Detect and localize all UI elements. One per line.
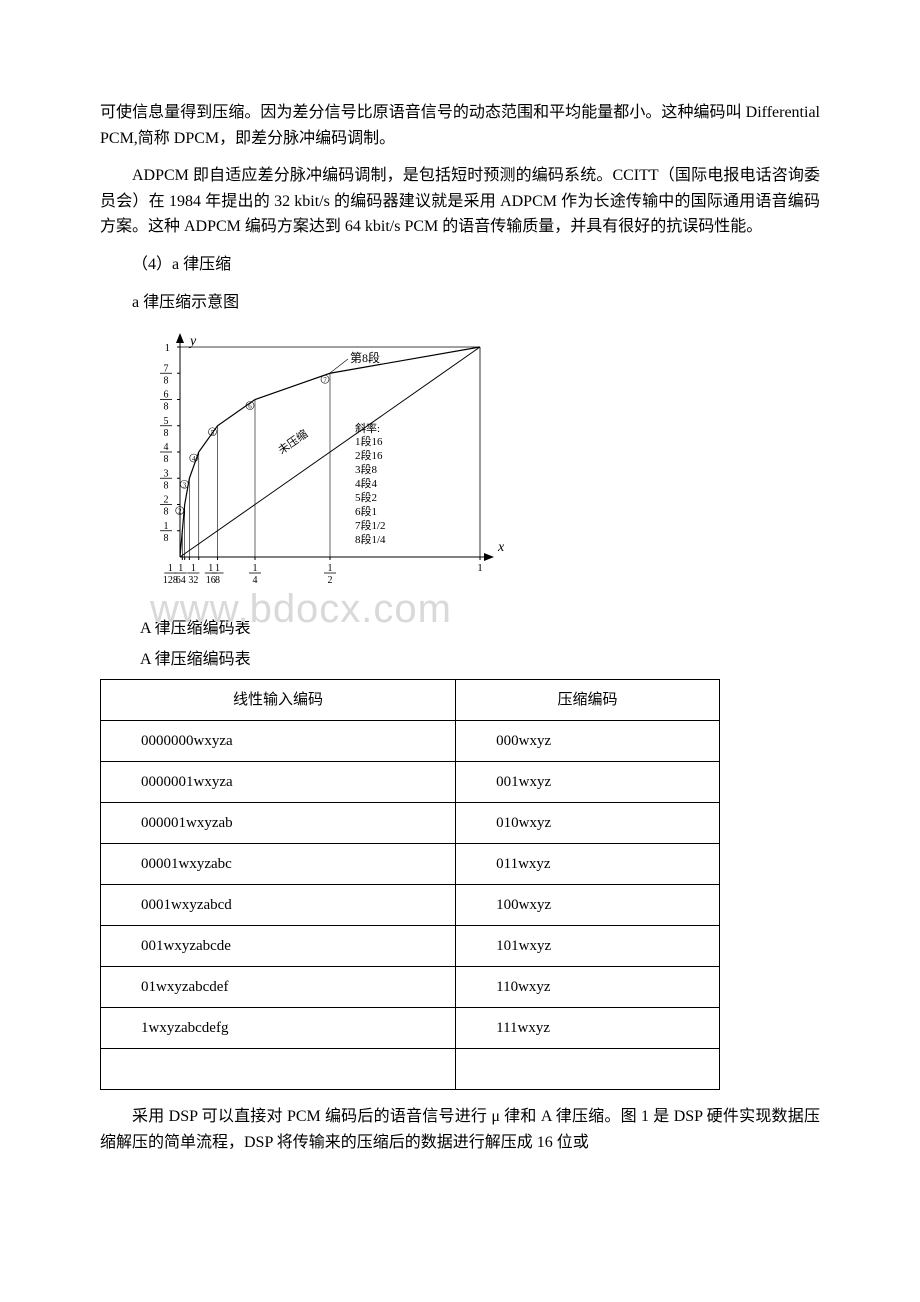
svg-text:3段8: 3段8 (355, 462, 377, 476)
table-cell: 000001wxyzab (101, 802, 456, 843)
table-row: 1wxyzabcdefg111wxyz (101, 1007, 720, 1048)
table-cell: 0000000wxyza (101, 720, 456, 761)
table-header: 压缩编码 (456, 679, 720, 720)
table-cell: 01wxyzabcdef (101, 966, 456, 1007)
table-cell: 00001wxyzabc (101, 843, 456, 884)
svg-text:8: 8 (164, 454, 169, 465)
svg-text:8: 8 (164, 375, 169, 386)
table-cell: 0000001wxyza (101, 761, 456, 802)
svg-text:6段1: 6段1 (355, 504, 377, 518)
svg-text:4: 4 (253, 575, 258, 586)
svg-text:8: 8 (164, 480, 169, 491)
a-law-diagram: yx18283848586878111281641321161814121234… (140, 327, 820, 606)
svg-text:7: 7 (164, 363, 169, 374)
table-row (101, 1048, 720, 1089)
encoding-table: 线性输入编码压缩编码0000000wxyza000wxyz0000001wxyz… (100, 679, 720, 1090)
paragraph-3: （4）a 律压缩 (100, 252, 820, 278)
table-cell: 011wxyz (456, 843, 720, 884)
document-page: www.bdocx.com 可使信息量得到压缩。因为差分信号比原语音信号的动态范… (0, 0, 920, 1302)
table-row: 0000001wxyza001wxyz (101, 761, 720, 802)
table-header: 线性输入编码 (101, 679, 456, 720)
table-row: 01wxyzabcdef110wxyz (101, 966, 720, 1007)
paragraph-2: ADPCM 即自适应差分脉冲编码调制，是包括短时预测的编码系统。CCITT（国际… (100, 163, 820, 240)
paragraph-5: 采用 DSP 可以直接对 PCM 编码后的语音信号进行 μ 律和 A 律压缩。图… (100, 1104, 820, 1155)
svg-text:7: 7 (323, 376, 327, 384)
svg-text:8: 8 (164, 507, 169, 518)
svg-text:1: 1 (477, 562, 483, 574)
svg-text:1: 1 (165, 342, 171, 354)
svg-text:1: 1 (208, 563, 213, 574)
svg-text:斜率:: 斜率: (355, 421, 380, 435)
table-row: 00001wxyzabc011wxyz (101, 843, 720, 884)
table-cell: 000wxyz (456, 720, 720, 761)
svg-text:8: 8 (164, 402, 169, 413)
paragraph-4: a 律压缩示意图 (100, 290, 820, 316)
svg-text:2段16: 2段16 (355, 448, 383, 462)
table-row: 0000000wxyza000wxyz (101, 720, 720, 761)
svg-text:8段1/4: 8段1/4 (355, 532, 386, 546)
table-cell: 111wxyz (456, 1007, 720, 1048)
table-caption-2: A 律压缩编码表 (140, 647, 820, 673)
svg-text:64: 64 (176, 575, 186, 586)
svg-text:2: 2 (328, 575, 333, 586)
table-row: 001wxyzabcde101wxyz (101, 925, 720, 966)
svg-text:1: 1 (328, 563, 333, 574)
table-cell: 110wxyz (456, 966, 720, 1007)
svg-text:3: 3 (183, 481, 187, 489)
svg-text:1: 1 (168, 563, 173, 574)
svg-text:2: 2 (178, 508, 182, 516)
paragraph-1: 可使信息量得到压缩。因为差分信号比原语音信号的动态范围和平均能量都小。这种编码叫… (100, 100, 820, 151)
svg-text:4: 4 (164, 442, 169, 453)
svg-text:5段2: 5段2 (355, 490, 377, 504)
svg-text:未压缩: 未压缩 (276, 428, 310, 458)
svg-text:7段1/2: 7段1/2 (355, 518, 386, 532)
svg-text:1: 1 (215, 563, 220, 574)
table-row: 000001wxyzab010wxyz (101, 802, 720, 843)
svg-text:1: 1 (164, 521, 169, 532)
table-cell: 001wxyz (456, 761, 720, 802)
table-caption-1: A 律压缩编码表 (140, 616, 820, 642)
svg-text:1: 1 (191, 563, 196, 574)
table-cell: 101wxyz (456, 925, 720, 966)
svg-text:3: 3 (164, 468, 169, 479)
svg-text:6: 6 (164, 390, 169, 401)
svg-text:1段16: 1段16 (355, 434, 383, 448)
svg-text:2: 2 (164, 495, 169, 506)
svg-text:32: 32 (188, 575, 198, 586)
svg-text:5: 5 (164, 416, 169, 427)
table-cell: 100wxyz (456, 884, 720, 925)
table-cell: 1wxyzabcdefg (101, 1007, 456, 1048)
table-cell: 001wxyzabcde (101, 925, 456, 966)
svg-text:1: 1 (178, 563, 183, 574)
table-cell (456, 1048, 720, 1089)
svg-text:8: 8 (164, 428, 169, 439)
table-row: 0001wxyzabcd100wxyz (101, 884, 720, 925)
svg-text:8: 8 (215, 575, 220, 586)
table-cell: 0001wxyzabcd (101, 884, 456, 925)
table-cell: 010wxyz (456, 802, 720, 843)
svg-text:x: x (497, 540, 505, 555)
table-cell (101, 1048, 456, 1089)
svg-text:1: 1 (253, 563, 258, 574)
svg-text:4段4: 4段4 (355, 476, 377, 490)
svg-text:8: 8 (164, 533, 169, 544)
svg-text:第8段: 第8段 (350, 350, 380, 365)
